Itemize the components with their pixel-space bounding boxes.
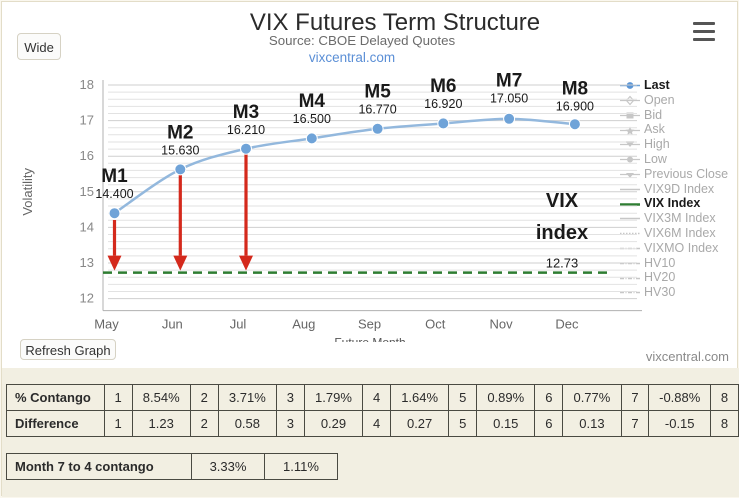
svg-text:16.500: 16.500 (293, 112, 331, 126)
svg-text:16.900: 16.900 (556, 100, 594, 114)
svg-text:M3: M3 (233, 102, 259, 123)
svg-text:M4: M4 (299, 91, 326, 112)
svg-text:15.630: 15.630 (161, 144, 199, 158)
svg-text:May: May (94, 317, 119, 332)
svg-text:16.920: 16.920 (424, 97, 462, 111)
svg-text:Volatility: Volatility (20, 167, 35, 215)
svg-text:M2: M2 (167, 123, 193, 144)
svg-text:12: 12 (80, 291, 94, 306)
svg-text:Dec: Dec (555, 317, 579, 332)
svg-text:Aug: Aug (292, 317, 315, 332)
svg-text:14.400: 14.400 (95, 187, 133, 201)
svg-text:Sep: Sep (358, 317, 381, 332)
svg-text:M5: M5 (364, 82, 391, 103)
svg-text:16: 16 (80, 148, 94, 163)
svg-text:17.050: 17.050 (490, 92, 528, 106)
svg-text:Jul: Jul (230, 317, 247, 332)
svg-text:16.770: 16.770 (358, 103, 396, 117)
svg-text:14: 14 (80, 219, 94, 234)
svg-text:Future Month: Future Month (334, 336, 405, 342)
svg-text:M8: M8 (562, 79, 588, 100)
svg-text:M6: M6 (430, 76, 456, 97)
svg-text:VIX: VIX (546, 190, 579, 212)
svg-text:17: 17 (80, 113, 94, 128)
svg-text:Jun: Jun (162, 317, 183, 332)
svg-text:Oct: Oct (425, 317, 446, 332)
svg-text:index: index (536, 222, 588, 244)
svg-text:M7: M7 (496, 71, 522, 92)
svg-text:Nov: Nov (490, 317, 514, 332)
svg-text:15: 15 (80, 184, 94, 199)
svg-text:16.210: 16.210 (227, 123, 265, 137)
svg-text:18: 18 (80, 77, 94, 92)
svg-text:12.73: 12.73 (546, 256, 579, 271)
svg-text:13: 13 (80, 255, 94, 270)
svg-text:M1: M1 (101, 166, 128, 187)
